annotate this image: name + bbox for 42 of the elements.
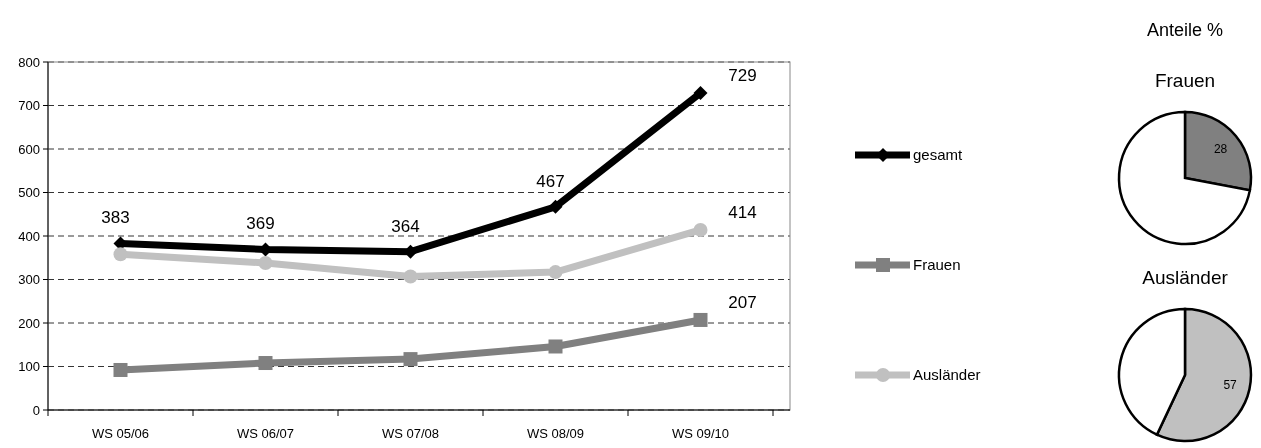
point (113, 362, 128, 377)
y-tick-label: 700 (18, 98, 40, 114)
legend-label: Ausländer (913, 366, 981, 384)
point (693, 222, 708, 237)
y-tick-label: 200 (18, 315, 40, 331)
chart-subtitle: Ausländer (1142, 267, 1229, 288)
data-label: 414 (728, 202, 757, 222)
x-tick-label: WS 06/07 (236, 426, 295, 441)
y-tick-label: 0 (32, 402, 40, 418)
data-label: 57 (1223, 378, 1238, 393)
x-tick-label: WS 07/08 (381, 426, 440, 441)
data-label: 467 (536, 171, 565, 191)
y-tick-label: 500 (18, 185, 40, 201)
x-tick-label: WS 05/06 (91, 426, 150, 441)
point (548, 339, 563, 354)
point (403, 352, 418, 367)
point (693, 312, 708, 327)
data-label: 383 (101, 208, 130, 228)
y-tick-label: 100 (18, 359, 40, 375)
point (258, 255, 273, 270)
point (403, 269, 418, 284)
legend-label: gesamt (913, 146, 964, 164)
chart-subtitle: Frauen (1154, 70, 1216, 91)
point (548, 265, 563, 280)
data-label: 364 (391, 216, 420, 236)
data-label: 207 (728, 292, 757, 312)
data-label: 28 (1213, 141, 1228, 156)
point (113, 247, 128, 262)
point (693, 85, 708, 100)
x-tick-label: WS 08/09 (526, 426, 585, 441)
chart-title: Anteile % (1146, 20, 1224, 40)
y-tick-label: 600 (18, 141, 40, 157)
point (258, 356, 273, 371)
data-label: 729 (728, 65, 757, 85)
legend-label: Frauen (913, 256, 961, 274)
data-label: 369 (246, 214, 275, 234)
point (548, 199, 563, 214)
y-tick-label: 800 (18, 54, 40, 70)
y-tick-label: 300 (18, 272, 40, 288)
pie-slice (1117, 110, 1252, 246)
y-tick-label: 400 (18, 228, 40, 244)
x-tick-label: WS 09/10 (671, 426, 730, 441)
